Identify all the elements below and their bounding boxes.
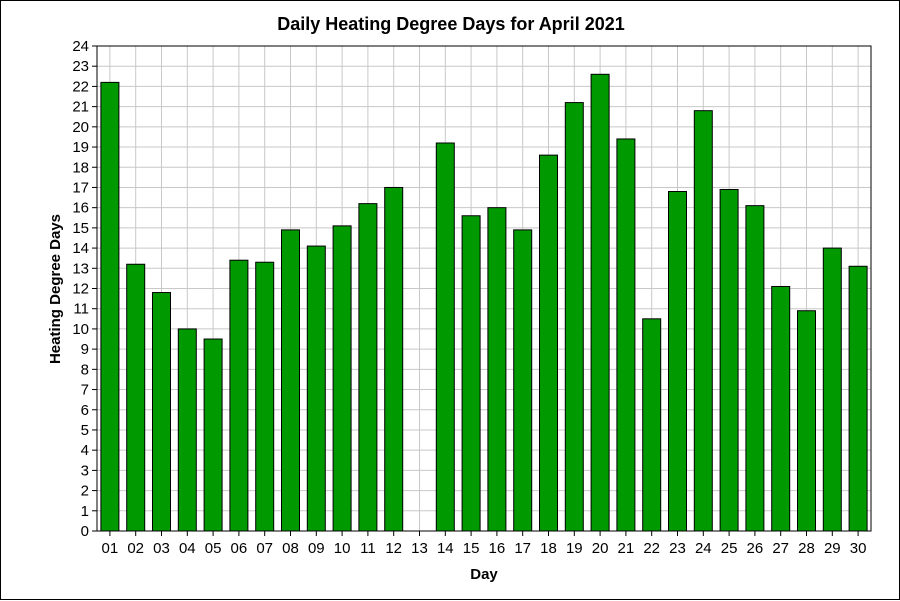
x-tick-label: 18	[540, 540, 557, 557]
y-tick-label: 8	[81, 361, 89, 378]
bar-day-17	[513, 229, 533, 532]
x-tick-label: 25	[721, 540, 738, 557]
bar-day-19	[564, 102, 584, 532]
y-tick-label: 16	[72, 200, 89, 217]
bar-day-01	[100, 81, 120, 532]
bar-day-21	[616, 138, 636, 532]
y-tick-label: 3	[81, 462, 89, 479]
y-tick-label: 17	[72, 179, 89, 196]
bar-day-11	[358, 203, 378, 532]
x-tick-label: 21	[618, 540, 635, 557]
y-tick-label: 7	[81, 382, 89, 399]
x-tick-label: 26	[747, 540, 764, 557]
x-tick-label: 07	[256, 540, 273, 557]
y-tick-label: 2	[81, 483, 89, 500]
bar-day-15	[461, 215, 481, 532]
y-tick-label: 22	[72, 78, 89, 95]
y-tick-label: 13	[72, 260, 89, 277]
bar-day-24	[693, 110, 713, 532]
y-tick-label: 19	[72, 139, 89, 156]
x-tick-label: 22	[643, 540, 660, 557]
bar-day-14	[435, 142, 455, 532]
x-tick-label: 08	[282, 540, 299, 557]
bar-day-20	[590, 73, 610, 532]
bar-day-26	[745, 205, 765, 532]
bar-day-09	[306, 245, 326, 532]
x-tick-label: 01	[102, 540, 119, 557]
bar-day-10	[332, 225, 352, 532]
x-tick-label: 05	[205, 540, 222, 557]
y-tick-label: 23	[72, 58, 89, 75]
y-tick-label: 15	[72, 220, 89, 237]
bar-day-02	[126, 263, 146, 532]
bar-day-07	[255, 261, 275, 532]
y-tick-label: 4	[81, 442, 89, 459]
bar-day-27	[771, 285, 791, 532]
x-tick-label: 23	[669, 540, 686, 557]
x-tick-label: 24	[695, 540, 712, 557]
bar-day-16	[487, 207, 507, 532]
x-tick-label: 15	[463, 540, 480, 557]
y-axis-label: Heating Degree Days	[47, 214, 64, 364]
x-tick-label: 06	[231, 540, 248, 557]
bar-day-06	[229, 259, 249, 532]
x-tick-label: 11	[360, 540, 376, 557]
bar-day-29	[822, 247, 842, 532]
bar-day-12	[384, 186, 404, 532]
x-axis-ticks: 01 02 03 04 05 06 07 08 09 10 11 12 13 14 15 16 17 18 19 20…	[102, 531, 867, 557]
x-tick-label: 10	[334, 540, 351, 557]
x-tick-label: 20	[592, 540, 609, 557]
x-tick-label: 03	[153, 540, 170, 557]
x-tick-label: 29	[824, 540, 841, 557]
y-tick-label: 9	[81, 341, 89, 358]
y-tick-label: 14	[72, 240, 89, 257]
x-tick-label: 02	[127, 540, 144, 557]
x-axis-label: Day	[470, 566, 498, 583]
y-tick-label: 0	[81, 523, 89, 540]
x-tick-label: 09	[308, 540, 325, 557]
chart-title: Daily Heating Degree Days for April 2021	[277, 14, 624, 34]
bar-day-08	[281, 229, 300, 532]
bar-day-23	[668, 191, 687, 532]
x-tick-label: 16	[489, 540, 506, 557]
y-tick-label: 1	[81, 503, 89, 520]
y-tick-label: 6	[81, 402, 89, 419]
x-tick-label: 30	[850, 540, 867, 557]
y-tick-label: 10	[72, 321, 89, 338]
bar-day-22	[642, 318, 662, 532]
bar-day-18	[539, 154, 558, 532]
y-tick-label: 24	[72, 38, 89, 55]
y-tick-label: 12	[72, 281, 89, 298]
x-tick-label: 04	[179, 540, 196, 557]
x-tick-label: 14	[437, 540, 454, 557]
y-tick-label: 21	[72, 99, 89, 116]
y-tick-label: 5	[81, 422, 89, 439]
x-tick-label: 17	[514, 540, 531, 557]
bar-day-30	[848, 265, 868, 532]
x-tick-label: 28	[798, 540, 815, 557]
bar-day-04	[177, 328, 197, 532]
x-tick-label: 12	[385, 540, 402, 557]
y-tick-label: 11	[73, 301, 89, 318]
x-tick-label: 13	[411, 540, 428, 557]
bar-day-03	[152, 292, 171, 532]
y-tick-label: 18	[72, 159, 89, 176]
bar-day-28	[797, 310, 816, 532]
x-tick-label: 19	[566, 540, 583, 557]
bar-day-25	[719, 188, 739, 532]
x-tick-label: 27	[772, 540, 789, 557]
bar-day-05	[203, 338, 223, 532]
bars	[100, 73, 868, 532]
y-tick-label: 20	[72, 119, 89, 136]
